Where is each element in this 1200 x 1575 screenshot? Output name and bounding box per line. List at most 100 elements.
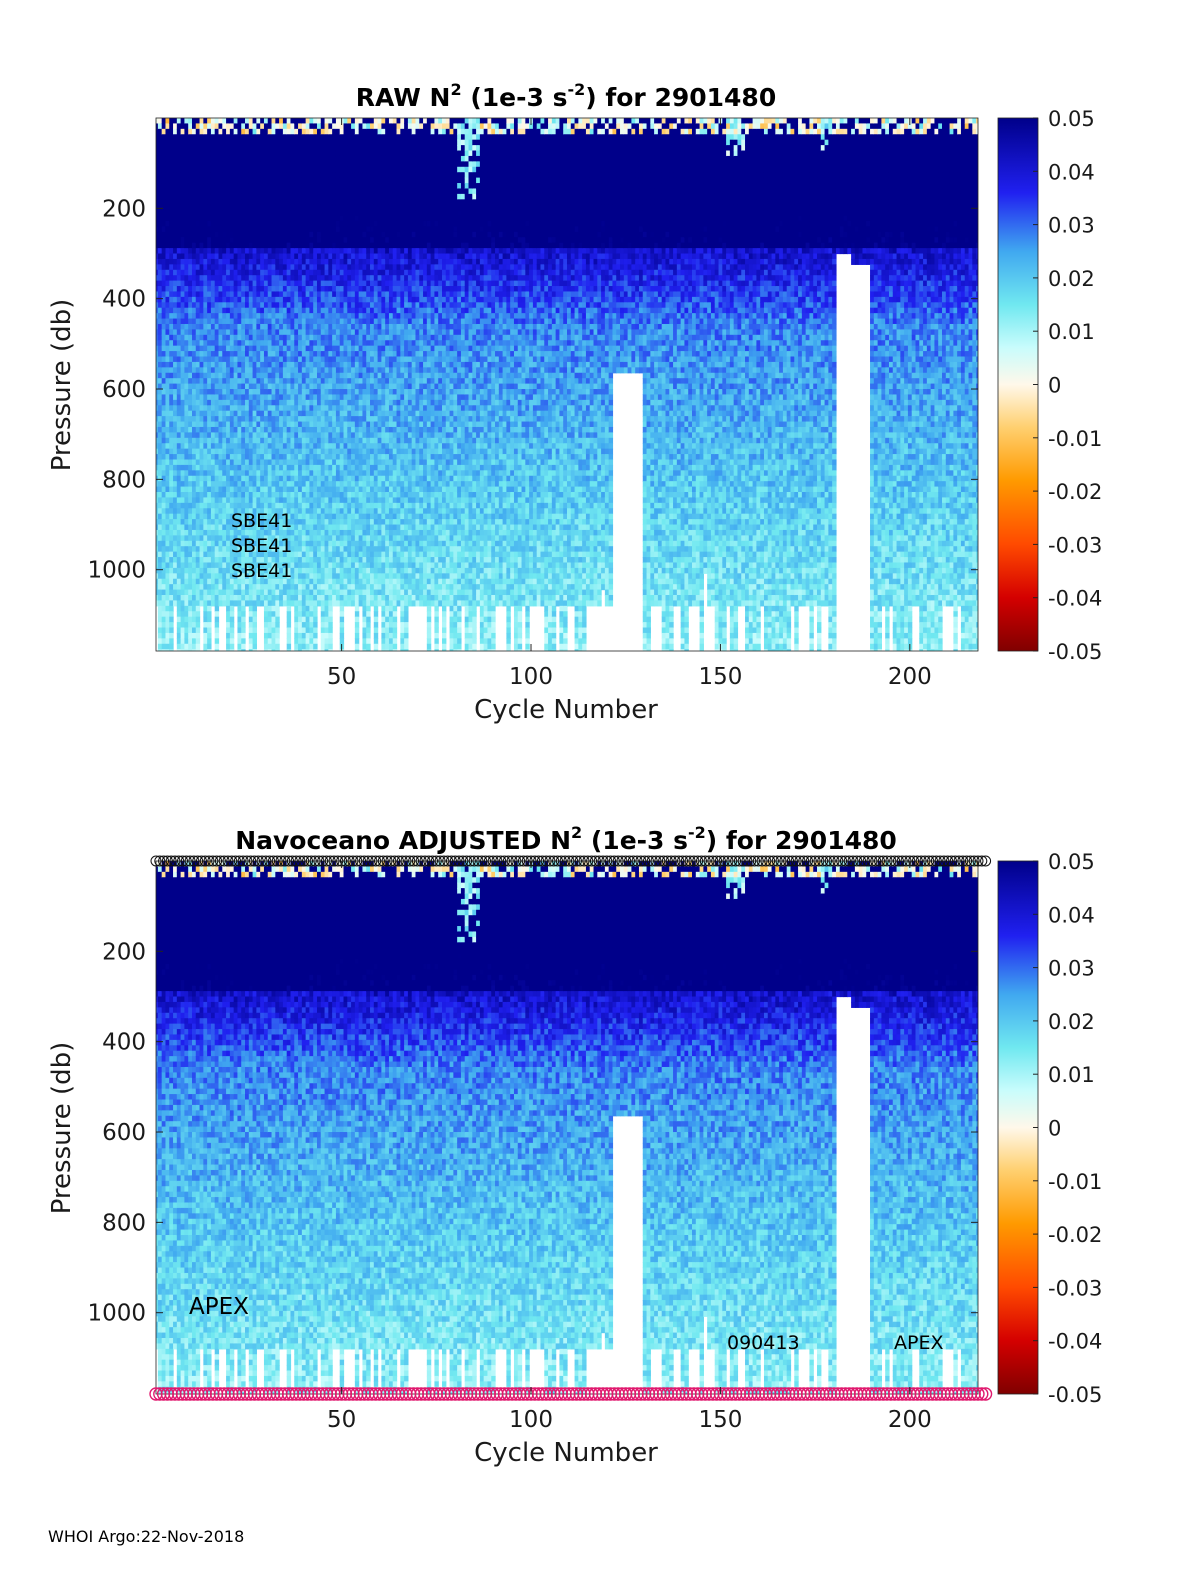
heatmap-cell <box>218 242 223 249</box>
heatmap-cell <box>248 275 254 282</box>
heatmap-cell <box>169 464 174 471</box>
heatmap-cell <box>298 226 303 233</box>
heatmap-cell <box>298 437 303 444</box>
heatmap-cell <box>332 600 337 607</box>
heatmap-cell <box>309 616 314 623</box>
heatmap-cell <box>320 394 326 401</box>
heatmap-cell <box>169 155 174 162</box>
heatmap-cell <box>156 443 159 450</box>
heatmap-cell <box>248 166 254 173</box>
heatmap-cell <box>169 416 174 423</box>
heatmap-cell <box>294 448 299 455</box>
heatmap-cell <box>335 426 341 433</box>
heatmap-cell <box>298 448 303 455</box>
heatmap-cell <box>207 242 212 249</box>
heatmap-cell <box>271 416 276 423</box>
heatmap-cell <box>260 323 265 330</box>
heatmap-cell <box>191 248 197 255</box>
heatmap-cell <box>339 269 345 276</box>
heatmap-cell <box>188 237 193 244</box>
heatmap-cell <box>271 128 276 135</box>
heatmap-cell <box>218 578 223 585</box>
heatmap-cell <box>188 578 193 585</box>
heatmap-cell <box>263 258 269 265</box>
heatmap-cell <box>332 118 337 125</box>
heatmap-cell <box>165 616 170 623</box>
heatmap-cell <box>275 291 280 298</box>
heatmap-cell <box>191 524 197 531</box>
heatmap-cell <box>199 340 204 347</box>
heatmap-cell <box>286 128 292 135</box>
heatmap-cell <box>237 145 242 152</box>
heatmap-cell <box>157 291 163 298</box>
heatmap-cell <box>271 378 276 385</box>
heatmap-cell <box>176 161 182 168</box>
heatmap-cell <box>313 166 318 173</box>
heatmap-cell <box>229 638 235 645</box>
heatmap-cell <box>301 383 307 390</box>
heatmap-cell <box>180 248 186 255</box>
heatmap-cell <box>237 622 242 629</box>
heatmap-cell <box>195 329 201 336</box>
heatmap-cell <box>229 383 235 390</box>
heatmap-cell <box>226 161 231 168</box>
heatmap-cell <box>328 329 333 336</box>
heatmap-cell <box>301 611 307 618</box>
heatmap-cell <box>207 226 212 233</box>
heatmap-cell <box>176 258 182 265</box>
heatmap-cell <box>256 497 261 504</box>
heatmap-cell <box>222 361 227 368</box>
heatmap-cell <box>226 551 231 558</box>
heatmap-cell <box>316 215 322 222</box>
heatmap-cell <box>313 226 318 233</box>
heatmap-cell <box>313 275 318 282</box>
heatmap-cell <box>305 448 311 455</box>
heatmap-cell <box>245 323 250 330</box>
heatmap-cell <box>173 150 178 157</box>
heatmap-cell <box>229 513 235 520</box>
heatmap-cell <box>165 475 170 482</box>
heatmap-cell <box>305 546 311 553</box>
heatmap-cell <box>286 177 292 184</box>
heatmap-cell <box>157 220 163 228</box>
heatmap-cell <box>237 502 242 509</box>
heatmap-cell <box>195 139 201 146</box>
heatmap-cell <box>267 627 273 634</box>
heatmap-cell <box>229 481 235 488</box>
heatmap-cell <box>173 204 178 211</box>
heatmap-cell <box>332 128 337 135</box>
heatmap-cell <box>248 622 254 629</box>
heatmap-cell <box>332 139 337 146</box>
heatmap-cell <box>328 432 333 439</box>
heatmap-cell <box>316 193 322 200</box>
heatmap-cell <box>298 632 303 639</box>
heatmap-cell <box>156 464 159 471</box>
heatmap-cell <box>332 361 337 368</box>
heatmap-cell <box>157 258 163 265</box>
heatmap-cell <box>233 188 239 195</box>
heatmap-cell <box>191 399 197 406</box>
heatmap-cell <box>157 649 163 651</box>
heatmap-cell <box>275 410 280 417</box>
heatmap-cell <box>286 155 292 162</box>
heatmap-cell <box>267 643 273 650</box>
heatmap-cell <box>229 394 235 401</box>
heatmap-cell <box>199 389 204 396</box>
heatmap-cell <box>332 459 337 466</box>
heatmap-cell <box>188 600 193 607</box>
heatmap-cell <box>165 323 170 330</box>
heatmap-cell <box>298 443 303 450</box>
heatmap-cell <box>298 242 303 249</box>
heatmap-cell <box>335 210 341 217</box>
heatmap-cell <box>256 459 261 466</box>
heatmap-cell <box>316 508 322 515</box>
heatmap-cell <box>222 594 227 602</box>
heatmap-cell <box>275 443 280 450</box>
heatmap-cell <box>309 345 314 352</box>
heatmap-cell <box>339 242 345 249</box>
heatmap-cell <box>267 459 273 466</box>
heatmap-cell <box>275 296 280 303</box>
heatmap-cell <box>328 443 333 450</box>
heatmap-cell <box>156 264 159 271</box>
heatmap-cell <box>188 296 193 303</box>
